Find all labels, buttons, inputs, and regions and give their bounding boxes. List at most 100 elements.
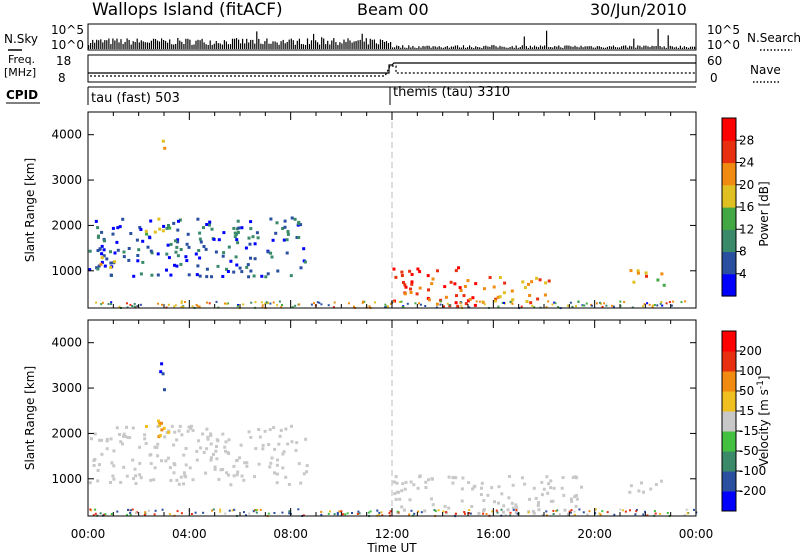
- noise-bar: [339, 42, 341, 49]
- noise-bar: [671, 46, 673, 49]
- echo-cell: [532, 486, 536, 490]
- echo-cell: [402, 306, 405, 309]
- echo-cell: [133, 305, 136, 308]
- echo-cell: [196, 264, 200, 268]
- echo-cell: [378, 514, 381, 516]
- echo-cell: [229, 259, 233, 263]
- noise-bar: [426, 45, 428, 49]
- echo-cell: [289, 274, 293, 278]
- noise-bar: [582, 47, 584, 49]
- noise-bar: [244, 43, 246, 49]
- noise-bar: [655, 46, 657, 49]
- echo-cell: [605, 304, 608, 307]
- echo-cell: [281, 304, 283, 306]
- echo-cell: [637, 489, 641, 493]
- echo-cell: [194, 252, 198, 256]
- echo-cell: [197, 249, 201, 252]
- echo-cell: [214, 449, 218, 453]
- echo-cell: [419, 303, 422, 306]
- noise-bar: [507, 47, 509, 49]
- noise-bar: [677, 47, 679, 49]
- noise-bar: [600, 47, 602, 49]
- echo-cell: [251, 235, 255, 239]
- echo-cell: [161, 139, 165, 143]
- echo-cell: [406, 302, 409, 305]
- noise-bar: [144, 42, 146, 49]
- echo-cell: [245, 514, 247, 517]
- noise-bar: [412, 45, 414, 49]
- echo-cell: [172, 471, 176, 475]
- echo-cell: [208, 223, 211, 227]
- echo-cell: [275, 463, 279, 467]
- noise-bar: [623, 45, 625, 49]
- echo-cell: [165, 431, 169, 435]
- echo-cell: [100, 438, 103, 442]
- noise-bar: [142, 41, 144, 49]
- echo-cell: [242, 303, 245, 306]
- echo-cell: [109, 273, 113, 277]
- echo-cell: [98, 438, 102, 442]
- echo-cell: [136, 254, 140, 257]
- echo-cell: [341, 513, 344, 516]
- noise-bar: [300, 44, 302, 49]
- echo-cell: [503, 281, 507, 285]
- echo-cell: [253, 242, 257, 246]
- noise-bar: [110, 44, 112, 49]
- echo-cell: [409, 291, 413, 294]
- noise-bar: [359, 39, 361, 49]
- colorbar-tick-label: 20: [739, 178, 754, 192]
- echo-cell: [105, 439, 109, 443]
- echo-cell: [403, 283, 407, 287]
- velocity-colorbar-label-sup: -1: [756, 380, 766, 389]
- noise-bar: [337, 45, 339, 49]
- noise-bar: [329, 44, 331, 49]
- echo-cell: [122, 250, 126, 254]
- echo-cell: [182, 482, 186, 486]
- echo-cell: [167, 256, 171, 260]
- noise-bar: [422, 45, 424, 49]
- echo-cell: [459, 301, 462, 304]
- colorbar-tick-label: -15: [739, 424, 759, 438]
- echo-cell: [213, 465, 217, 469]
- echo-cell: [514, 503, 518, 507]
- echo-cell: [225, 302, 228, 305]
- echo-cell: [202, 511, 205, 514]
- echo-cell: [400, 274, 404, 277]
- noise-bar: [321, 37, 323, 49]
- echo-cell: [126, 302, 128, 305]
- echo-cell: [629, 484, 633, 488]
- echo-cell: [245, 461, 249, 465]
- echo-cell: [458, 286, 462, 290]
- echo-cell: [578, 508, 581, 511]
- noise-bar: [631, 46, 633, 49]
- echo-cell: [129, 232, 133, 235]
- noise-bar: [627, 47, 629, 49]
- noise-bar: [175, 43, 177, 49]
- noise-bar: [317, 42, 319, 49]
- echo-cell: [463, 285, 467, 288]
- echo-cell: [580, 485, 583, 489]
- noise-bar: [535, 46, 538, 49]
- echo-cell: [176, 228, 180, 232]
- echo-cell: [462, 294, 466, 298]
- echo-cell: [400, 505, 404, 509]
- echo-cell: [92, 464, 96, 467]
- noise-bar: [406, 47, 408, 49]
- echo-cell: [310, 303, 313, 306]
- noise-bar: [134, 42, 136, 49]
- echo-cell: [506, 508, 510, 512]
- echo-cell: [221, 468, 225, 471]
- echo-cell: [109, 437, 113, 441]
- noise-bar: [645, 45, 647, 49]
- echo-cell: [358, 512, 361, 515]
- echo-cell: [138, 226, 142, 229]
- noise-bar: [229, 44, 232, 49]
- noise-bar: [576, 46, 578, 49]
- noise-bar: [189, 39, 191, 49]
- cpid-mode-1: tau (fast) 503: [91, 91, 180, 106]
- echo-cell: [252, 274, 256, 278]
- echo-cell: [276, 304, 279, 307]
- colorbar-tick-label: 50: [739, 384, 754, 398]
- echo-cell: [180, 305, 183, 308]
- echo-cell: [491, 510, 494, 513]
